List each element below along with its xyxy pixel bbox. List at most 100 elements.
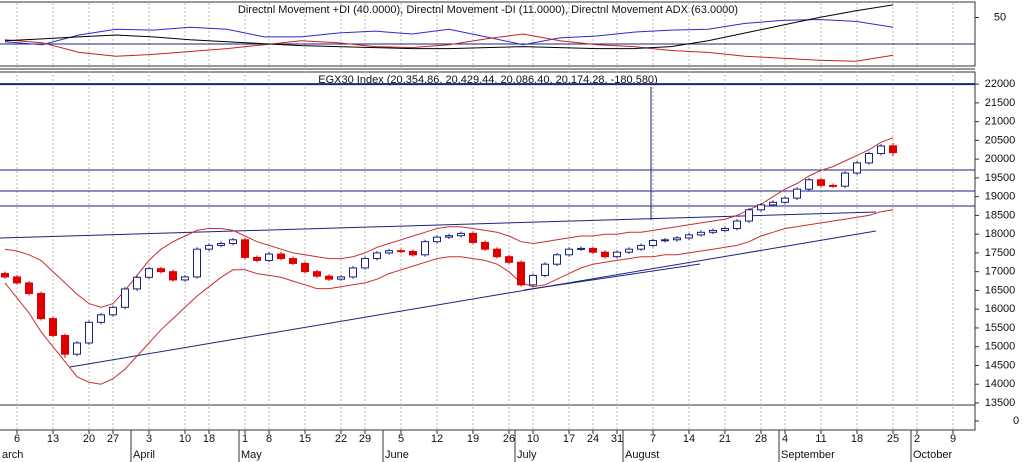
x-tick-label: 13 (47, 433, 59, 445)
candle-body (121, 288, 129, 308)
y-tick-label: 19000 (985, 191, 1016, 203)
candle-body (613, 251, 621, 258)
candle-body (193, 248, 201, 278)
month-label: July (517, 449, 537, 461)
y-tick-label: 16000 (985, 303, 1016, 315)
y-tick-label: 16500 (985, 284, 1016, 296)
candle-body (781, 197, 789, 203)
x-tick-label: 7 (650, 433, 656, 445)
bollinger-band (4, 209, 894, 385)
y-tick-label: 14000 (985, 378, 1016, 390)
candle-body (169, 271, 177, 281)
y-tick-label: 17000 (985, 266, 1016, 278)
candle-body (277, 253, 285, 260)
candle-body (337, 276, 345, 280)
candle-body (493, 248, 501, 258)
candle-body (481, 241, 489, 250)
candle-body (733, 220, 741, 230)
x-tick-label: 10 (179, 433, 191, 445)
candle-body (553, 254, 561, 265)
y-tick-label: 13500 (985, 397, 1016, 409)
candle-body (157, 268, 165, 273)
x-tick-label: 3 (146, 433, 152, 445)
grid-layer (16, 3, 954, 430)
candle-body (301, 262, 309, 273)
candle-body (637, 244, 645, 250)
candle-body (685, 234, 693, 239)
candle-body (409, 250, 417, 256)
y-tick-label: 14500 (985, 359, 1016, 371)
candle-body (877, 145, 885, 155)
x-tick-label: 18 (203, 433, 215, 445)
candle-body (181, 276, 189, 281)
candle-body (661, 239, 669, 242)
candle-body (313, 271, 321, 277)
y-tick-label: 17500 (985, 247, 1016, 259)
candle-body (865, 153, 873, 164)
candle-body (205, 244, 213, 250)
candle-body (217, 243, 225, 246)
y-tick-label: 19500 (985, 172, 1016, 184)
candle-body (745, 209, 753, 222)
candle-body (517, 261, 525, 286)
x-tick-label: 15 (299, 433, 311, 445)
x-tick-label: 6 (14, 433, 20, 445)
candle-body (37, 292, 45, 320)
x-tick-label: 19 (467, 433, 479, 445)
y-tick-label: 18500 (985, 209, 1016, 221)
x-tick-label: 25 (887, 433, 899, 445)
month-label: September (781, 449, 835, 461)
x-tick-label: 22 (335, 433, 347, 445)
x-tick-label: 28 (755, 433, 767, 445)
volume-y-tick-label: 0 (1013, 415, 1019, 427)
dmi-line (4, 33, 894, 62)
candle-body (13, 276, 21, 284)
chart-title: EGX30 Index (20,354.86, 20,429.44, 20,08… (318, 74, 657, 86)
y-tick-label: 15000 (985, 341, 1016, 353)
y-tick-label: 21500 (985, 97, 1016, 109)
x-tick-label: 2 (914, 433, 920, 445)
x-tick-label: 27 (107, 433, 119, 445)
candle-body (625, 248, 633, 253)
candle-body (769, 201, 777, 206)
volume-panel (0, 404, 976, 431)
candle-body (97, 314, 105, 323)
price-panel (0, 71, 976, 406)
month-label: April (133, 449, 155, 461)
y-tick-label: 15500 (985, 322, 1016, 334)
x-tick-label: 12 (431, 433, 443, 445)
x-tick-label: 1 (242, 433, 248, 445)
candle-body (853, 162, 861, 174)
x-tick-label: 10 (527, 433, 539, 445)
x-tick-label: 29 (359, 433, 371, 445)
candle-body (61, 334, 69, 355)
candle-body (757, 204, 765, 211)
candle-body (373, 252, 381, 260)
candle-body (829, 184, 837, 187)
x-tick-label: 24 (587, 433, 599, 445)
x-tick-label: 17 (563, 433, 575, 445)
dmi-line (4, 4, 894, 50)
candle-body (73, 342, 81, 355)
candle-body (817, 179, 825, 186)
candle-body (133, 276, 141, 290)
trend-line (523, 263, 701, 291)
trend-line (69, 230, 877, 368)
y-tick-label: 22000 (985, 78, 1016, 90)
month-label: August (625, 449, 659, 461)
dmi-panel (0, 1, 976, 67)
candle-body (325, 275, 333, 280)
candle-body (109, 306, 117, 316)
x-tick-label: 8 (266, 433, 272, 445)
candle-body (229, 239, 237, 245)
month-label: arch (2, 449, 23, 461)
candle-body (25, 282, 33, 294)
dmi-title: Directnl Movement +DI (40.0000), Directn… (238, 4, 738, 16)
candle-body (697, 231, 705, 236)
candle-body (349, 267, 357, 278)
x-tick-label: 5 (398, 433, 404, 445)
candle-body (721, 228, 729, 231)
candle-body (145, 268, 153, 278)
candle-body (889, 145, 897, 154)
candle-body (469, 232, 477, 243)
